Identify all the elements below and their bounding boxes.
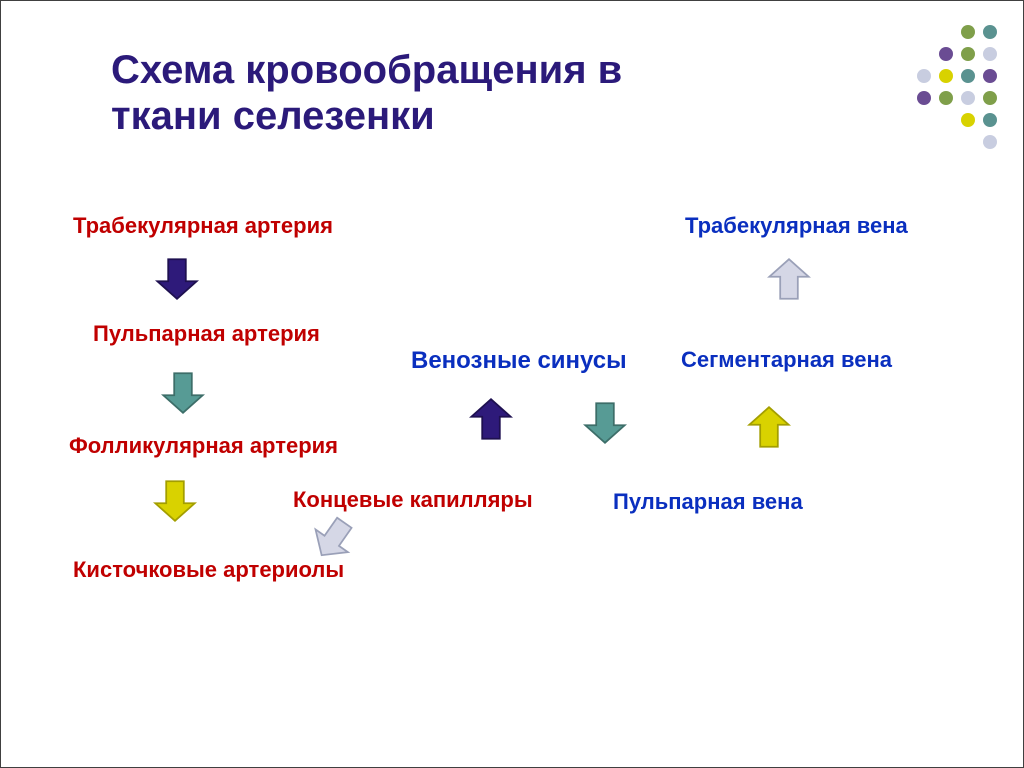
dot-icon	[983, 135, 997, 149]
dot-icon	[961, 47, 975, 61]
arrow-7	[747, 395, 791, 459]
label-venous-sinuses: Венозные синусы	[411, 347, 627, 375]
dot-icon	[917, 91, 931, 105]
arrow-6	[583, 391, 627, 455]
arrow-8	[767, 247, 811, 311]
dot-icon	[917, 69, 931, 83]
dot-icon	[983, 25, 997, 39]
arrow-1	[155, 247, 199, 311]
dot-icon	[983, 69, 997, 83]
dot-icon	[983, 113, 997, 127]
dot-icon	[961, 113, 975, 127]
dot-icon	[939, 69, 953, 83]
dot-icon	[983, 47, 997, 61]
dot-icon	[961, 25, 975, 39]
dot-icon	[961, 69, 975, 83]
label-follicular-artery: Фолликулярная артерия	[69, 433, 338, 459]
slide: Схема кровообращения в ткани селезенки Т…	[0, 0, 1024, 768]
label-brush-arteriole: Кисточковые артериолы	[73, 557, 344, 583]
dot-icon	[939, 91, 953, 105]
dot-icon	[939, 47, 953, 61]
dot-icon	[983, 91, 997, 105]
decorative-dots	[895, 25, 1001, 153]
label-pulp-vein: Пульпарная вена	[613, 489, 803, 515]
arrow-3	[153, 469, 197, 533]
arrow-2	[161, 361, 205, 425]
label-trabecular-artery: Трабекулярная артерия	[73, 213, 333, 239]
label-pulp-artery: Пульпарная артерия	[93, 321, 320, 347]
slide-title: Схема кровообращения в ткани селезенки	[111, 47, 731, 139]
label-segmental-vein: Сегментарная вена	[681, 347, 892, 373]
dot-icon	[961, 91, 975, 105]
label-trabecular-vein: Трабекулярная вена	[685, 213, 908, 239]
arrow-5	[469, 387, 513, 451]
